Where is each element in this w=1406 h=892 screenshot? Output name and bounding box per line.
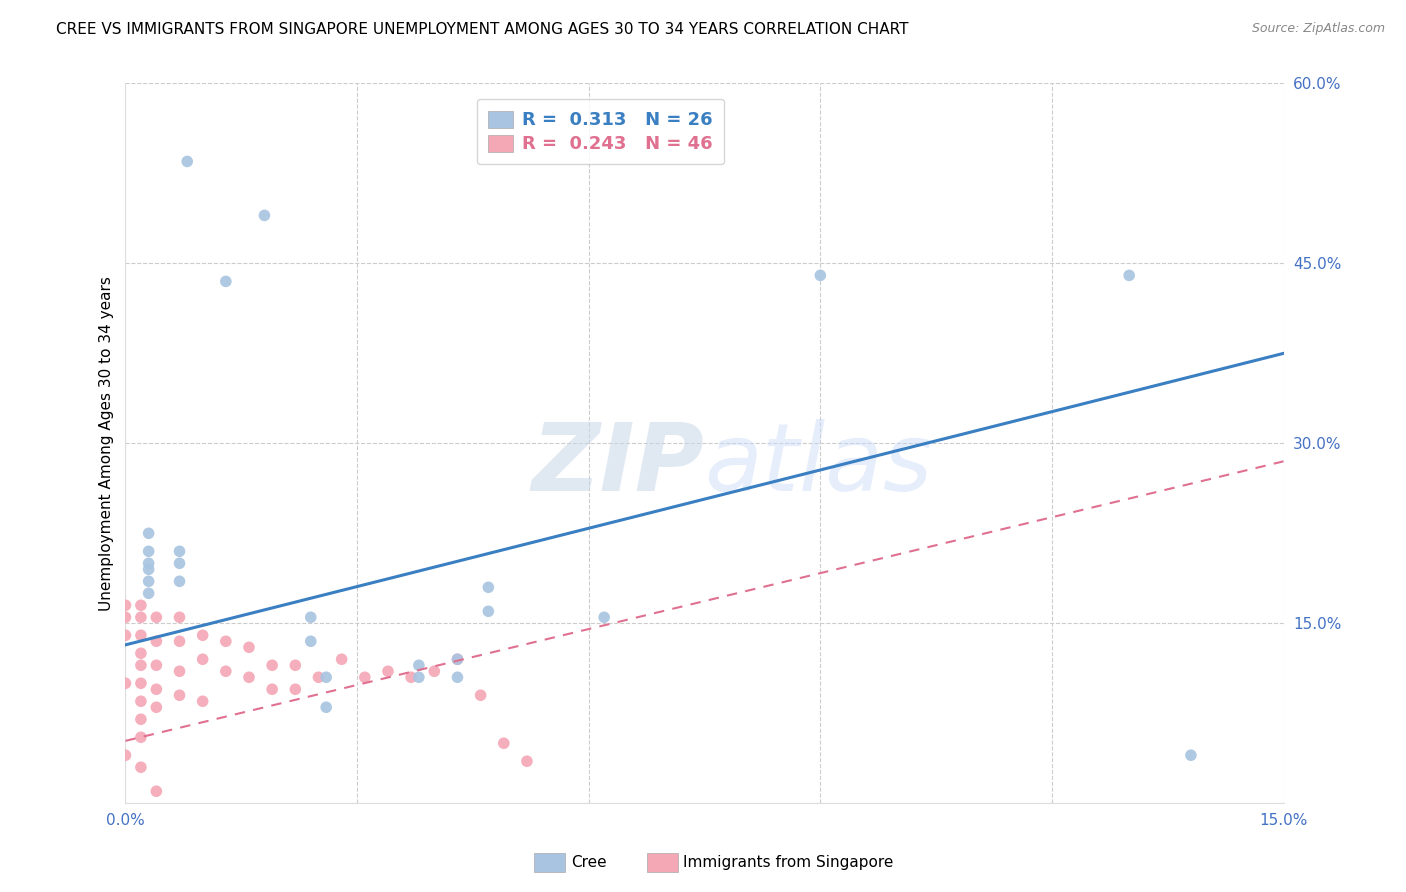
Point [423, 665, 446, 679]
Point [492, 736, 515, 750]
Point [299, 610, 322, 624]
Point [129, 694, 152, 708]
Point [138, 556, 160, 570]
Point [262, 658, 284, 673]
Y-axis label: Unemployment Among Ages 30 to 34 years: Unemployment Among Ages 30 to 34 years [100, 276, 114, 611]
Point [299, 634, 322, 648]
Point [138, 562, 160, 576]
Text: Source: ZipAtlas.com: Source: ZipAtlas.com [1251, 22, 1385, 36]
Point [808, 268, 831, 283]
Point [1118, 268, 1140, 283]
Text: atlas: atlas [704, 419, 932, 510]
Point [169, 544, 191, 558]
Point [138, 574, 160, 589]
Point [408, 658, 430, 673]
Point [129, 731, 152, 745]
Point [470, 688, 492, 702]
Point [315, 670, 337, 684]
Point [191, 628, 214, 642]
Point [169, 574, 191, 589]
Point [446, 652, 468, 666]
Text: CREE VS IMMIGRANTS FROM SINGAPORE UNEMPLOYMENT AMONG AGES 30 TO 34 YEARS CORRELA: CREE VS IMMIGRANTS FROM SINGAPORE UNEMPL… [56, 22, 908, 37]
Point [215, 634, 238, 648]
Point [330, 652, 353, 666]
Point [129, 610, 152, 624]
Point [477, 580, 499, 594]
Point [145, 682, 167, 697]
Point [408, 670, 430, 684]
Legend: R =  0.313   N = 26, R =  0.243   N = 46: R = 0.313 N = 26, R = 0.243 N = 46 [477, 99, 724, 164]
Point [399, 670, 422, 684]
Point [138, 526, 160, 541]
Point [191, 694, 214, 708]
Text: Cree: Cree [571, 855, 606, 870]
Point [215, 665, 238, 679]
Point [446, 670, 468, 684]
Point [238, 640, 260, 655]
Point [114, 610, 136, 624]
Point [253, 208, 276, 222]
Point [129, 599, 152, 613]
Text: Immigrants from Singapore: Immigrants from Singapore [683, 855, 894, 870]
Point [191, 652, 214, 666]
Point [262, 682, 284, 697]
Point [215, 274, 238, 288]
Point [308, 670, 330, 684]
Point [477, 604, 499, 618]
Point [284, 658, 307, 673]
Point [284, 682, 307, 697]
Point [169, 610, 191, 624]
Point [138, 586, 160, 600]
Point [1180, 748, 1202, 763]
Point [129, 628, 152, 642]
Point [114, 599, 136, 613]
Point [114, 628, 136, 642]
Point [377, 665, 399, 679]
Point [353, 670, 375, 684]
Point [138, 544, 160, 558]
Point [169, 634, 191, 648]
Text: ZIP: ZIP [531, 419, 704, 511]
Point [145, 634, 167, 648]
Point [176, 154, 198, 169]
Point [129, 676, 152, 690]
Point [114, 676, 136, 690]
Point [169, 556, 191, 570]
Point [114, 748, 136, 763]
Point [129, 646, 152, 660]
Point [315, 700, 337, 714]
Point [129, 658, 152, 673]
Point [129, 712, 152, 726]
Point [516, 754, 538, 768]
Point [169, 665, 191, 679]
Point [238, 670, 260, 684]
Point [145, 700, 167, 714]
Point [145, 784, 167, 798]
Point [593, 610, 616, 624]
Point [145, 658, 167, 673]
Point [446, 652, 468, 666]
Point [145, 610, 167, 624]
Point [169, 688, 191, 702]
Point [129, 760, 152, 774]
